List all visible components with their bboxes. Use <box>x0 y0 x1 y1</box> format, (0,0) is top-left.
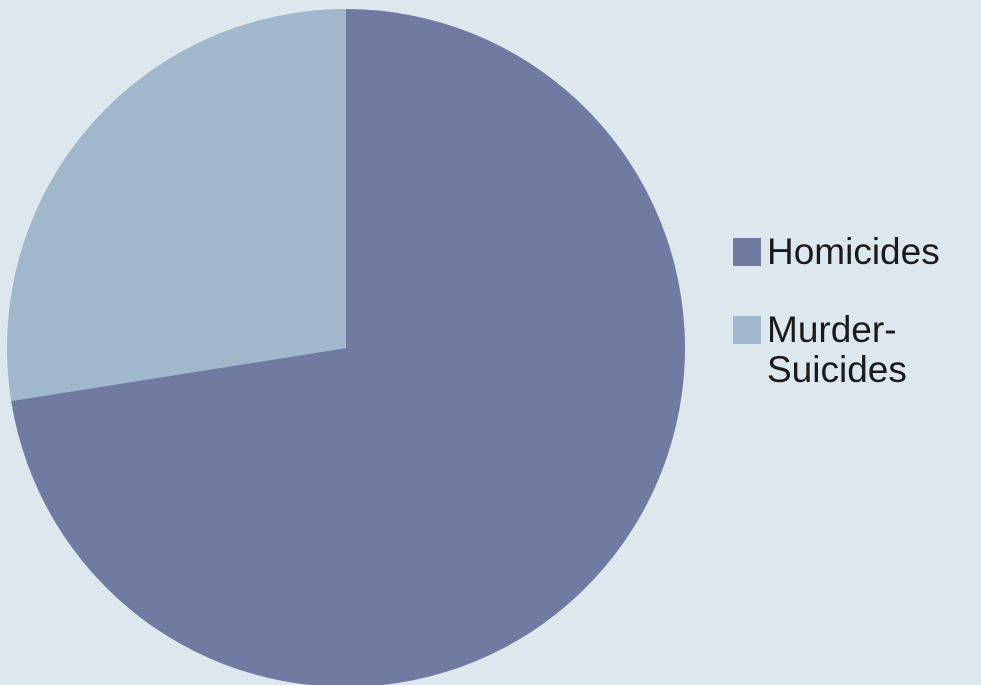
pie-slice-homicides <box>11 9 685 685</box>
legend-label-murder-suicides: Murder- Suicides <box>767 310 967 390</box>
legend-item-homicides: Homicides <box>733 232 981 272</box>
legend-label-murder-suicides-line1: Murder- <box>767 309 897 350</box>
legend-label-murder-suicides-line2: Suicides <box>767 349 907 390</box>
legend-swatch-murder-suicides <box>733 316 761 344</box>
pie-chart <box>6 9 685 685</box>
legend-item-murder-suicides: Murder- Suicides <box>733 310 981 390</box>
legend: Homicides Murder- Suicides <box>733 232 981 428</box>
pie-slice-murder-suicides <box>6 9 346 402</box>
legend-swatch-homicides <box>733 238 761 266</box>
legend-label-homicides: Homicides <box>767 231 940 272</box>
